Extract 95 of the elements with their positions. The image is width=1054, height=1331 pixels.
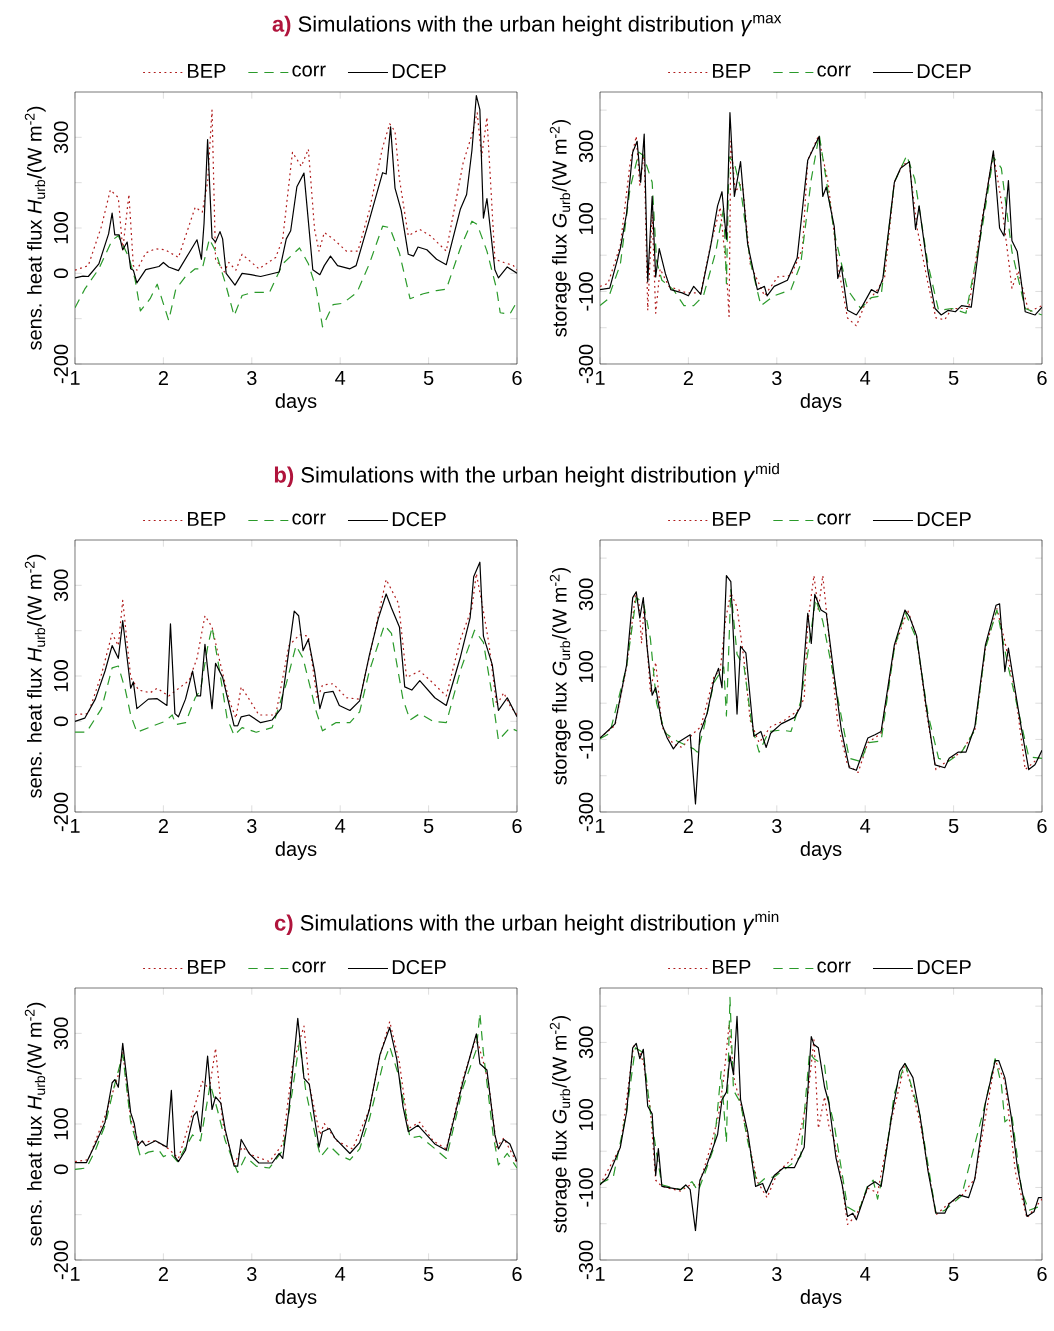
x-axis-title: days xyxy=(275,841,317,860)
x-tick-label: 5 xyxy=(423,370,434,385)
y-tick-label: 100 xyxy=(53,212,69,244)
y-tick-label: 300 xyxy=(578,130,594,163)
y-tick-label: -100 xyxy=(578,720,594,759)
legend-label: corr xyxy=(292,65,326,77)
x-tick-label: 4 xyxy=(860,1266,871,1281)
legend-label: corr xyxy=(292,961,326,973)
legend-label: corr xyxy=(292,513,326,525)
x-axis-title: days xyxy=(275,1289,317,1308)
y-tick-label: -200 xyxy=(53,1240,69,1280)
y-tick-label: -100 xyxy=(578,1168,594,1207)
x-axis-title: days xyxy=(275,393,317,412)
legend-label: DCEP xyxy=(917,960,971,975)
x-tick-label: 3 xyxy=(772,370,782,386)
y-tick-label: 0 xyxy=(53,1164,69,1175)
legend-label: BEP xyxy=(188,64,226,78)
legend-label: corr xyxy=(817,513,851,525)
x-tick-label: 2 xyxy=(683,1266,693,1281)
x-tick-label: 3 xyxy=(772,1266,782,1282)
legend-label: DCEP xyxy=(917,63,971,79)
legend-label: BEP xyxy=(713,64,751,78)
x-tick-label: 1 xyxy=(595,818,605,833)
y-axis-title: sens. heat flux H$_{urb}$/(W m$^{-2}$) xyxy=(24,1002,46,1246)
x-tick-label: 3 xyxy=(246,370,257,386)
y-tick-label: 100 xyxy=(53,660,69,692)
x-tick-label: 2 xyxy=(683,370,693,385)
y-tick-label: 0 xyxy=(53,268,69,279)
y-tick-label: 300 xyxy=(578,578,594,611)
legend-label: BEP xyxy=(713,960,751,974)
y-axis-title: storage flux G$_{urb}$/(W m$^{-2}$) xyxy=(549,120,571,337)
y-axis-title: sens. heat flux H$_{urb}$/(W m$^{-2}$) xyxy=(24,554,46,798)
chart-title: c) Simulations with the urban height distribution γ$^{min}$ xyxy=(274,910,779,936)
y-tick-label: 100 xyxy=(53,1108,69,1140)
x-tick-label: 1 xyxy=(70,818,80,833)
y-tick-label: 100 xyxy=(578,651,594,683)
x-tick-label: 6 xyxy=(1037,370,1047,386)
y-tick-label: -300 xyxy=(578,792,594,832)
legend-label: DCEP xyxy=(392,960,446,975)
chart-title: b) Simulations with the urban height distribution γ$^{mid}$ xyxy=(274,462,779,488)
x-tick-label: 6 xyxy=(512,1266,522,1282)
x-axis-title: days xyxy=(800,841,842,860)
y-tick-label: 300 xyxy=(53,121,69,154)
x-tick-label: 2 xyxy=(158,370,168,385)
legend-label: corr xyxy=(817,961,851,973)
x-tick-label: 5 xyxy=(423,818,434,833)
x-tick-label: 1 xyxy=(595,1266,605,1281)
x-axis-title: days xyxy=(800,393,842,412)
x-tick-label: 1 xyxy=(595,370,605,385)
legend-label: BEP xyxy=(713,512,751,526)
x-tick-label: 4 xyxy=(335,370,346,385)
y-tick-label: 100 xyxy=(578,1099,594,1131)
y-tick-label: -200 xyxy=(53,792,69,832)
x-tick-label: 4 xyxy=(860,818,871,833)
x-tick-label: 6 xyxy=(1037,1266,1047,1282)
y-tick-label: 0 xyxy=(53,716,69,727)
y-tick-label: 300 xyxy=(53,569,69,602)
x-tick-label: 5 xyxy=(948,370,959,385)
legend-label: DCEP xyxy=(917,512,971,527)
x-tick-label: 2 xyxy=(158,1266,168,1281)
legend-label: corr xyxy=(817,65,851,77)
x-tick-label: 6 xyxy=(512,370,522,386)
y-tick-label: 100 xyxy=(578,203,594,235)
x-tick-label: 4 xyxy=(335,818,346,833)
x-tick-label: 5 xyxy=(423,1266,434,1281)
x-tick-label: 4 xyxy=(335,1266,346,1281)
y-tick-label: 300 xyxy=(578,1026,594,1059)
y-axis-title: storage flux G$_{urb}$/(W m$^{-2}$) xyxy=(549,568,571,785)
legend-label: BEP xyxy=(188,512,226,526)
y-tick-label: 300 xyxy=(53,1017,69,1050)
x-tick-label: 5 xyxy=(948,1266,959,1281)
x-tick-label: 1 xyxy=(70,370,80,385)
y-tick-label: -200 xyxy=(53,344,69,384)
x-tick-label: 1 xyxy=(70,1266,80,1281)
legend-label: BEP xyxy=(188,960,226,974)
y-axis-title: storage flux G$_{urb}$/(W m$^{-2}$) xyxy=(549,1016,571,1233)
y-tick-label: -300 xyxy=(578,344,594,384)
x-tick-label: 3 xyxy=(246,818,257,834)
x-tick-label: 6 xyxy=(1037,818,1047,834)
legend-label: DCEP xyxy=(392,63,446,79)
legend-label: DCEP xyxy=(392,512,446,527)
y-axis-title: sens. heat flux H$_{urb}$/(W m$^{-2}$) xyxy=(24,106,46,350)
x-tick-label: 2 xyxy=(158,818,168,833)
y-tick-label: -300 xyxy=(578,1240,594,1280)
x-tick-label: 2 xyxy=(683,818,693,833)
x-tick-label: 4 xyxy=(860,370,871,385)
x-tick-label: 3 xyxy=(246,1266,257,1282)
line-series xyxy=(75,624,517,741)
x-tick-label: 6 xyxy=(512,818,522,834)
x-tick-label: 5 xyxy=(948,818,959,833)
x-axis-title: days xyxy=(800,1289,842,1308)
line-series xyxy=(75,220,517,328)
chart-title: a) Simulations with the urban height distribution γ$^{max}$ xyxy=(272,14,782,37)
x-tick-label: 3 xyxy=(772,818,782,834)
y-tick-label: -100 xyxy=(578,272,594,311)
